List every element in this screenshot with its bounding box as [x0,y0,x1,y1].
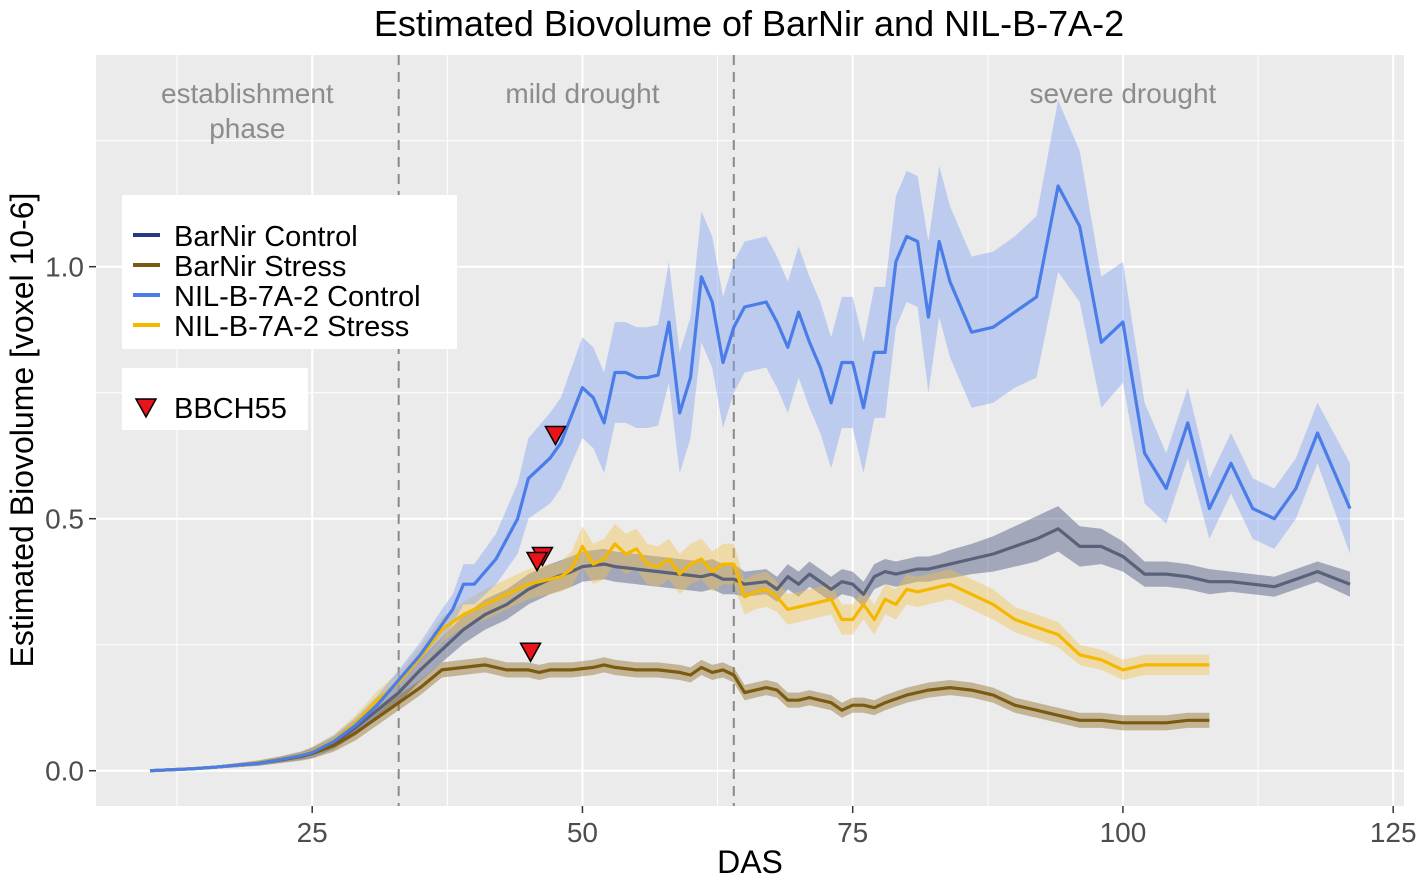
x-tick-label: 100 [1100,817,1147,848]
bbch55-markers [519,425,567,663]
y-tick-label: 0.5 [45,504,84,535]
legend-label: BarNir Control [174,221,358,253]
marker-legend-label: BBCH55 [174,393,287,425]
line-nil-b-7a-2-stress [149,542,1210,773]
x-tick-label: 75 [837,817,868,848]
legend-box [122,195,457,349]
band-barnir-stress [150,657,1210,771]
phase-label: mild drought [505,78,659,109]
legend-label: NIL-B-7A-2 Control [174,281,421,313]
phase-label-line: severe drought [1030,78,1217,109]
phase-label: establishment phase [161,78,334,144]
line-nil-b-7a-2-control [149,184,1352,773]
y-axis: 0.0 0.5 1.0 [45,252,96,787]
phase-label-line: phase [209,113,285,144]
x-tick-label: 125 [1370,817,1417,848]
bbch55-marker [525,551,549,573]
chart-title: Estimated Biovolume of BarNir and NIL-B-… [374,3,1124,44]
bbch55-marker [519,642,542,663]
legend-label: BarNir Stress [174,251,346,283]
bbch55-marker [544,425,567,447]
x-tick-label: 50 [567,817,598,848]
phase-label-line: establishment [161,78,334,109]
line-barnir-control [149,527,1351,773]
phase-label-line: mild drought [505,78,659,109]
x-axis: 25 50 75 100 125 [297,806,1417,848]
bbch55-legend-marker [134,398,158,419]
y-tick-label: 1.0 [45,252,84,283]
line-barnir-stress [149,663,1210,773]
x-axis-title: DAS [717,844,783,879]
phase-label: severe drought [1030,78,1217,109]
x-tick-label: 25 [297,817,328,848]
band-nil-b-7a-2-control [150,100,1350,771]
phase-labels: establishment phase mild drought severe dro… [161,78,1217,144]
phase-boundaries [397,55,735,806]
series-lines [149,184,1352,773]
y-axis-title: Estimated Biovolume [voxel 10-6] [4,193,40,668]
y-tick-label: 0.0 [45,756,84,787]
legend-label: NIL-B-7A-2 Stress [174,311,409,343]
grid-minor [96,55,1404,806]
